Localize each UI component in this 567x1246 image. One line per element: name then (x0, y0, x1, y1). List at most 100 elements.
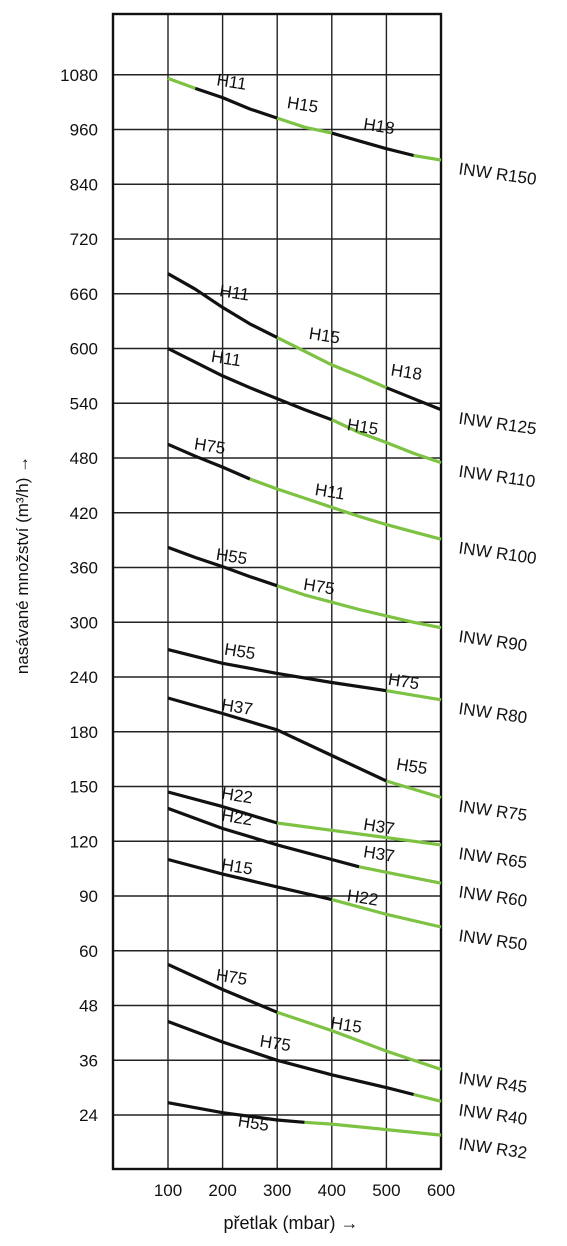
curve-segment-green (276, 116, 333, 135)
series-inw-r125 (167, 272, 442, 412)
curve-segment-green (249, 477, 442, 541)
model-label: INW R40 (457, 1100, 528, 1128)
motor-label: H15 (329, 1013, 363, 1037)
y-tick-label: 840 (70, 175, 98, 194)
y-tick-label: 1080 (60, 66, 98, 85)
y-axis-ticks: 24 36 48 60 90 120 150 180 240 300 360 420 480 540 600… (60, 66, 98, 1125)
motor-label: H22 (220, 784, 254, 808)
x-tick-label: 100 (154, 1181, 182, 1200)
curve-segment-green (413, 153, 442, 162)
curve-segment-black (194, 86, 278, 120)
y-tick-label: 420 (70, 504, 98, 523)
grid-lines (113, 14, 442, 1169)
curve-segment-black (167, 962, 278, 1014)
motor-label: H15 (220, 855, 254, 879)
series-inw-r60 (167, 806, 442, 885)
motor-label: H75 (302, 575, 336, 599)
y-tick-label: 720 (70, 230, 98, 249)
curve-segment-green (276, 821, 442, 847)
motor-label: H37 (362, 815, 396, 839)
series-inw-r90 (167, 545, 442, 630)
y-tick-label: 360 (70, 559, 98, 578)
x-tick-label: 300 (263, 1181, 291, 1200)
y-tick-label: 960 (70, 121, 98, 140)
series-inw-r80 (167, 648, 442, 702)
curve-segment-black (167, 790, 278, 825)
motor-label: H22 (220, 806, 254, 830)
motor-label: H11 (210, 347, 243, 370)
model-label: INW R100 (457, 538, 537, 568)
model-label: INW R125 (457, 409, 537, 439)
series-inw-r65 (167, 790, 442, 847)
y-tick-label: 240 (70, 668, 98, 687)
curve-segment-black (167, 347, 333, 422)
x-tick-label: 500 (372, 1181, 400, 1200)
curve-segment-green (331, 418, 442, 465)
y-tick-label: 120 (70, 832, 98, 851)
motor-label: H37 (362, 842, 396, 866)
curve-segment-black (167, 272, 278, 340)
curve-segment-green (413, 1092, 442, 1103)
motor-label: H75 (193, 434, 227, 458)
model-label: INW R60 (457, 882, 528, 910)
motor-label: H37 (220, 695, 254, 719)
curve-segment-black (167, 1101, 305, 1124)
y-tick-label: 150 (70, 778, 98, 797)
curve-segment-green (276, 584, 442, 630)
y-tick-label: 660 (70, 285, 98, 304)
curve-segment-black (331, 131, 415, 158)
x-axis-ticks: 100 200 300 400 500 600 (154, 1181, 455, 1200)
model-label: INW R90 (457, 627, 528, 655)
curve-segment-green (358, 865, 442, 885)
curve-segment-green (276, 1010, 442, 1071)
curve-segment-black (167, 648, 387, 693)
curve-segment-green (386, 689, 442, 702)
motor-label: H15 (286, 93, 320, 117)
series-inw-r40 (167, 1020, 442, 1103)
y-tick-label: 600 (70, 340, 98, 359)
x-axis-title: přetlak (mbar) → (223, 1213, 358, 1233)
y-tick-label: 36 (79, 1051, 98, 1070)
curve-segment-black (167, 1020, 415, 1097)
series-inw-r100 (167, 442, 442, 541)
curve-segment-black (167, 857, 333, 902)
y-tick-label: 90 (79, 887, 98, 906)
motor-label: H18 (362, 115, 396, 139)
motor-label: H55 (237, 1111, 271, 1135)
motor-label: H75 (387, 670, 421, 694)
curve-segment-green (276, 336, 388, 390)
model-label: INW R110 (457, 462, 536, 492)
model-label: INW R50 (457, 926, 528, 954)
curve-segment-green (385, 779, 442, 800)
curve-segment-black (167, 442, 251, 481)
curve-segment-green (304, 1120, 442, 1137)
model-label: INW R65 (457, 844, 528, 872)
y-tick-label: 180 (70, 723, 98, 742)
model-label: INW R32 (457, 1134, 528, 1162)
motor-label: H18 (389, 360, 423, 384)
motor-label: H55 (223, 640, 257, 664)
y-tick-label: 48 (79, 997, 98, 1016)
curve-labels: INW R150 H11 H15 H18 INW R125 H11 H15 H18 INW R1… (193, 70, 538, 1162)
y-axis-title: nasávané množství (m³/h) → (13, 456, 32, 674)
series-inw-r50 (167, 857, 442, 929)
y-tick-label: 300 (70, 613, 98, 632)
series-inw-r32 (167, 1101, 442, 1137)
y-tick-label: 480 (70, 449, 98, 468)
plot-frame (111, 12, 443, 1171)
curve-segment-green (331, 898, 442, 929)
curve-segment-black (167, 806, 360, 869)
series-inw-r45 (167, 962, 442, 1071)
x-tick-label: 400 (318, 1181, 346, 1200)
motor-label: H15 (308, 324, 342, 348)
motor-label: H11 (218, 281, 251, 304)
motor-label: H11 (215, 70, 248, 93)
motor-label: H55 (215, 545, 249, 569)
series-inw-r110 (167, 347, 442, 465)
model-label: INW R150 (457, 159, 537, 189)
model-label: INW R75 (457, 797, 528, 825)
motor-label: H22 (346, 886, 380, 910)
curve-segment-black (385, 386, 442, 412)
model-label: INW R80 (457, 699, 528, 727)
motor-label: H15 (346, 415, 380, 439)
